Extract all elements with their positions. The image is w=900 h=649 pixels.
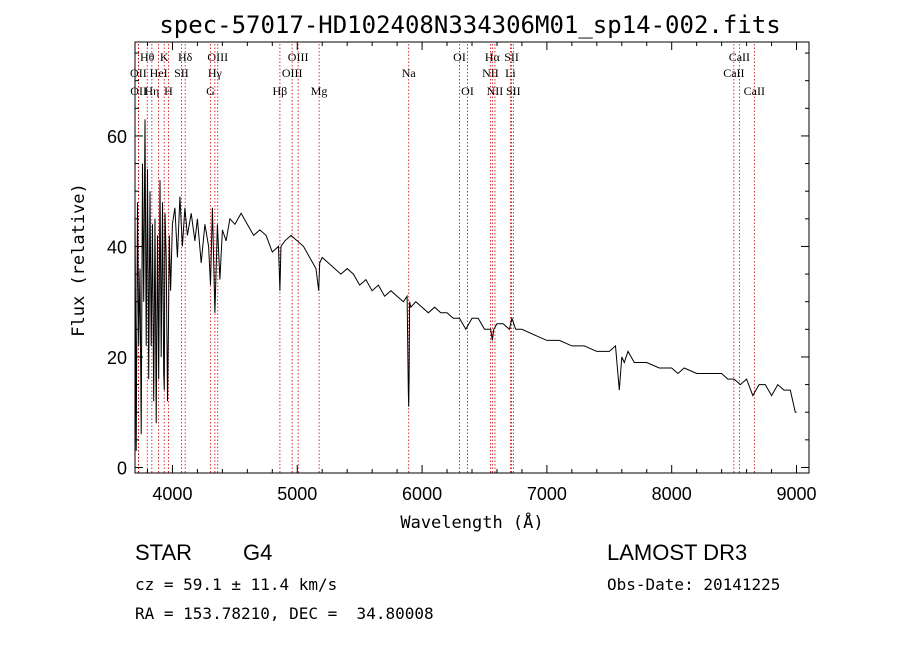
redshift-velocity: cz = 59.1 ± 11.4 km/s [135, 575, 338, 594]
subclass: G4 [243, 540, 273, 565]
line-label-18: OI [461, 84, 474, 98]
x-tick-label-6000: 6000 [402, 484, 442, 504]
line-label-21: NII [487, 84, 504, 98]
line-label-7: SII [174, 66, 189, 80]
y-tick-label-0: 0 [117, 458, 127, 478]
spectrum-series [134, 119, 797, 451]
line-label-8: Hδ [178, 50, 193, 64]
axis-ticks: 4000 5000 6000 7000 8000 9000 0 20 40 60 [107, 42, 817, 504]
line-label-9: OIII [207, 50, 228, 64]
y-tick-label-40: 40 [107, 237, 127, 257]
object-class: STAR [135, 540, 193, 565]
observation-date: Obs-Date: 20141225 [607, 575, 781, 594]
line-label-19: Hα [485, 50, 501, 64]
line-label-11: G [206, 84, 215, 98]
line-label-16: Na [402, 66, 417, 80]
line-label-22: SII [504, 50, 519, 64]
chart-title: spec-57017-HD102408N334306M01_sp14-002.f… [159, 11, 780, 39]
line-label-12: Hβ [273, 84, 288, 98]
line-label-3: Hη [144, 84, 159, 98]
line-label-15: Mg [311, 84, 328, 98]
line-label-4: K [160, 50, 169, 64]
line-label-2: OII [130, 84, 147, 98]
survey-name: LAMOST DR3 [607, 540, 748, 565]
line-label-23: Li [505, 66, 516, 80]
x-tick-label-7000: 7000 [527, 484, 567, 504]
x-axis-label: Wavelength (Å) [400, 511, 543, 533]
line-label-0: Hθ [140, 50, 155, 64]
y-axis-label: Flux (relative) [69, 183, 89, 337]
line-label-26: CaII [723, 66, 744, 80]
line-label-13: OIII [288, 50, 309, 64]
line-label-17: OI [453, 50, 466, 64]
spectrum-line [134, 119, 797, 451]
y-tick-label-60: 60 [107, 127, 127, 147]
coordinates: RA = 153.78210, DEC = 34.80008 [135, 604, 434, 623]
x-tick-label-8000: 8000 [652, 484, 692, 504]
line-label-6: H [164, 84, 173, 98]
x-tick-label-4000: 4000 [152, 484, 192, 504]
line-label-20: NII [482, 66, 499, 80]
y-tick-label-20: 20 [107, 348, 127, 368]
line-label-25: CaII [729, 50, 750, 64]
line-label-27: CaII [744, 84, 765, 98]
x-tick-label-5000: 5000 [277, 484, 317, 504]
x-tick-label-9000: 9000 [776, 484, 816, 504]
line-label-5: HeI [150, 66, 168, 80]
line-label-14: OIII [282, 66, 303, 80]
line-label-24: SII [506, 84, 521, 98]
plot-frame [134, 41, 810, 474]
line-label-10: Hγ [208, 66, 223, 80]
